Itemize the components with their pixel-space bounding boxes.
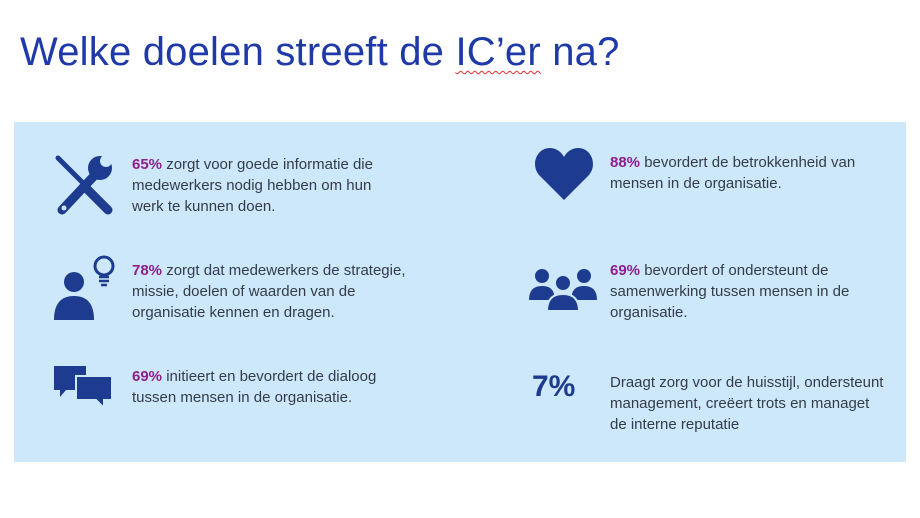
stat-description: zorgt dat medewerkers de strategie, miss… xyxy=(132,262,406,321)
stat-description: zorgt voor goede informatie die medewerk… xyxy=(132,156,373,215)
stat-value: 88% xyxy=(610,154,641,171)
stat-description: initieert en bevordert de dialoog tussen… xyxy=(132,368,377,406)
group-icon xyxy=(529,269,597,312)
stat-text: 69% bevordert of ondersteunt de samenwer… xyxy=(610,260,880,323)
stat-description: bevordert de betrokkenheid van mensen in… xyxy=(610,154,856,192)
stat-text: 69% initieert en bevordert de dialoog tu… xyxy=(132,366,402,408)
infographic-panel: 65% zorgt voor goede informatie die mede… xyxy=(14,122,906,462)
stat-description: Draagt zorg voor de huisstijl, ondersteu… xyxy=(610,374,884,433)
stat-value: 69% xyxy=(132,368,163,385)
stat-text: 88% bevordert de betrokkenheid van mense… xyxy=(610,152,880,194)
person-lightbulb-icon xyxy=(54,255,115,320)
stat-value: 69% xyxy=(610,262,641,279)
title-text: Welke doelen streeft de xyxy=(20,30,456,74)
stat-text: 65% zorgt voor goede informatie die mede… xyxy=(132,154,402,217)
stat-value: 65% xyxy=(132,156,163,173)
stat-description: bevordert of ondersteunt de samenwerking… xyxy=(610,262,850,321)
tools-icon xyxy=(55,155,113,215)
stat-text: 78% zorgt dat medewerkers de strategie, … xyxy=(132,260,412,323)
title-spellcheck-word: IC’er xyxy=(455,30,541,74)
stat-value: 78% xyxy=(132,262,163,279)
chat-bubbles-icon xyxy=(54,366,113,410)
title-text-end: na? xyxy=(540,30,620,74)
stat-big-value: 7% xyxy=(532,370,576,403)
heart-icon xyxy=(535,148,593,200)
slide-title: Welke doelen streeft de IC’er na? xyxy=(20,30,620,75)
